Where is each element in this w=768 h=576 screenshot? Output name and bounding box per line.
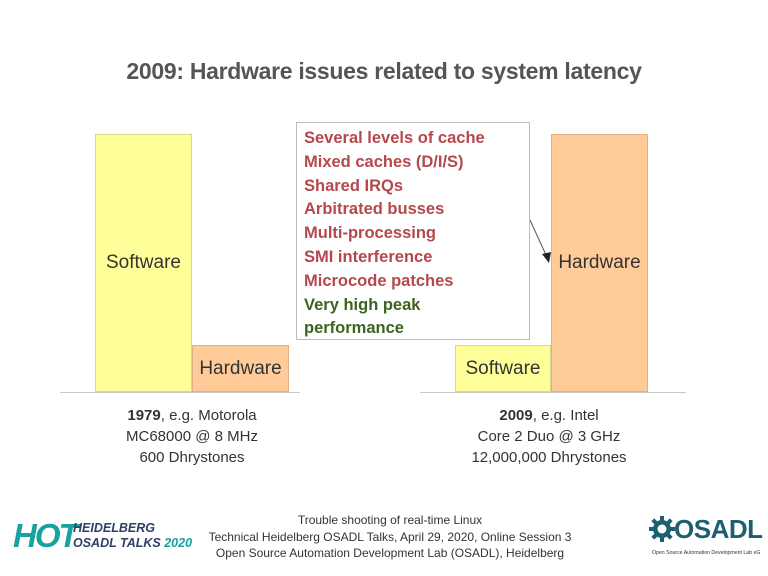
left-software-label: Software [106, 252, 181, 273]
issue-item: Microcode patches [304, 271, 454, 290]
osadl-logo: OSADL Open Source Automation Development… [648, 510, 763, 560]
pointer-arrow [529, 219, 551, 263]
right-caption-line2: Core 2 Duo @ 3 GHz [477, 428, 621, 445]
footer: Trouble shooting of real-time Linux Tech… [190, 512, 590, 562]
right-baseline [420, 392, 686, 393]
osadl-subtitle: Open Source Automation Development Lab e… [652, 550, 761, 556]
left-hardware-label: Hardware [199, 357, 282, 379]
hot-heidelberg-logo: HOT HEIDELBERG OSADL TALKS 2020 [13, 517, 192, 554]
footer-line2: Technical Heidelberg OSADL Talks, April … [208, 529, 572, 544]
issue-item: Arbitrated busses [304, 200, 445, 219]
right-hardware-label: Hardware [558, 252, 641, 273]
left-caption: 1979, e.g. Motorola MC68000 @ 8 MHz 600 … [92, 405, 292, 468]
hardware-issues-list: Several levels of cache Mixed caches (D/… [304, 127, 529, 341]
left-caption-line1: , e.g. Motorola [160, 407, 257, 424]
hot-logo-year: 2020 [164, 536, 193, 550]
right-software-bar: Software [455, 345, 551, 392]
right-software-label: Software [465, 357, 541, 379]
osadl-name: OSADL [674, 514, 763, 544]
hot-logo-line2: OSADL TALKS 2020 [73, 536, 192, 550]
left-caption-line2: MC68000 @ 8 MHz [126, 428, 258, 445]
issue-item: Shared IRQs [304, 176, 404, 195]
footer-line1: Trouble shooting of real-time Linux [297, 513, 483, 527]
left-caption-line3: 600 Dhrystones [139, 449, 245, 466]
gear-icon [649, 516, 675, 542]
right-caption-line1: , e.g. Intel [532, 407, 599, 424]
right-caption-line3: 12,000,000 Dhrystones [471, 449, 627, 466]
hot-logo-mark: HOT [13, 517, 79, 554]
issue-item: SMI interference [304, 247, 433, 266]
issue-item: Mixed caches (D/I/S) [304, 152, 464, 171]
left-baseline [60, 392, 300, 393]
hot-logo-line1: HEIDELBERG [73, 521, 155, 535]
right-caption: 2009, e.g. Intel Core 2 Duo @ 3 GHz 12,0… [444, 405, 654, 468]
left-year: 1979 [127, 407, 161, 424]
issue-item: Multi-processing [304, 224, 437, 243]
left-software-bar: Software [95, 134, 192, 392]
left-hardware-bar: Hardware [192, 345, 289, 392]
right-year: 2009 [499, 407, 533, 424]
hardware-issues-box: Several levels of cache Mixed caches (D/… [296, 122, 530, 340]
slide-title: 2009: Hardware issues related to system … [126, 58, 642, 84]
right-hardware-bar: Hardware [551, 134, 648, 392]
hot-logo-talks: OSADL TALKS [73, 536, 161, 550]
footer-line3: Open Source Automation Development Lab (… [215, 546, 565, 560]
peak-performance-item: Very high peak performance [304, 295, 421, 338]
issue-item: Several levels of cache [304, 129, 485, 147]
